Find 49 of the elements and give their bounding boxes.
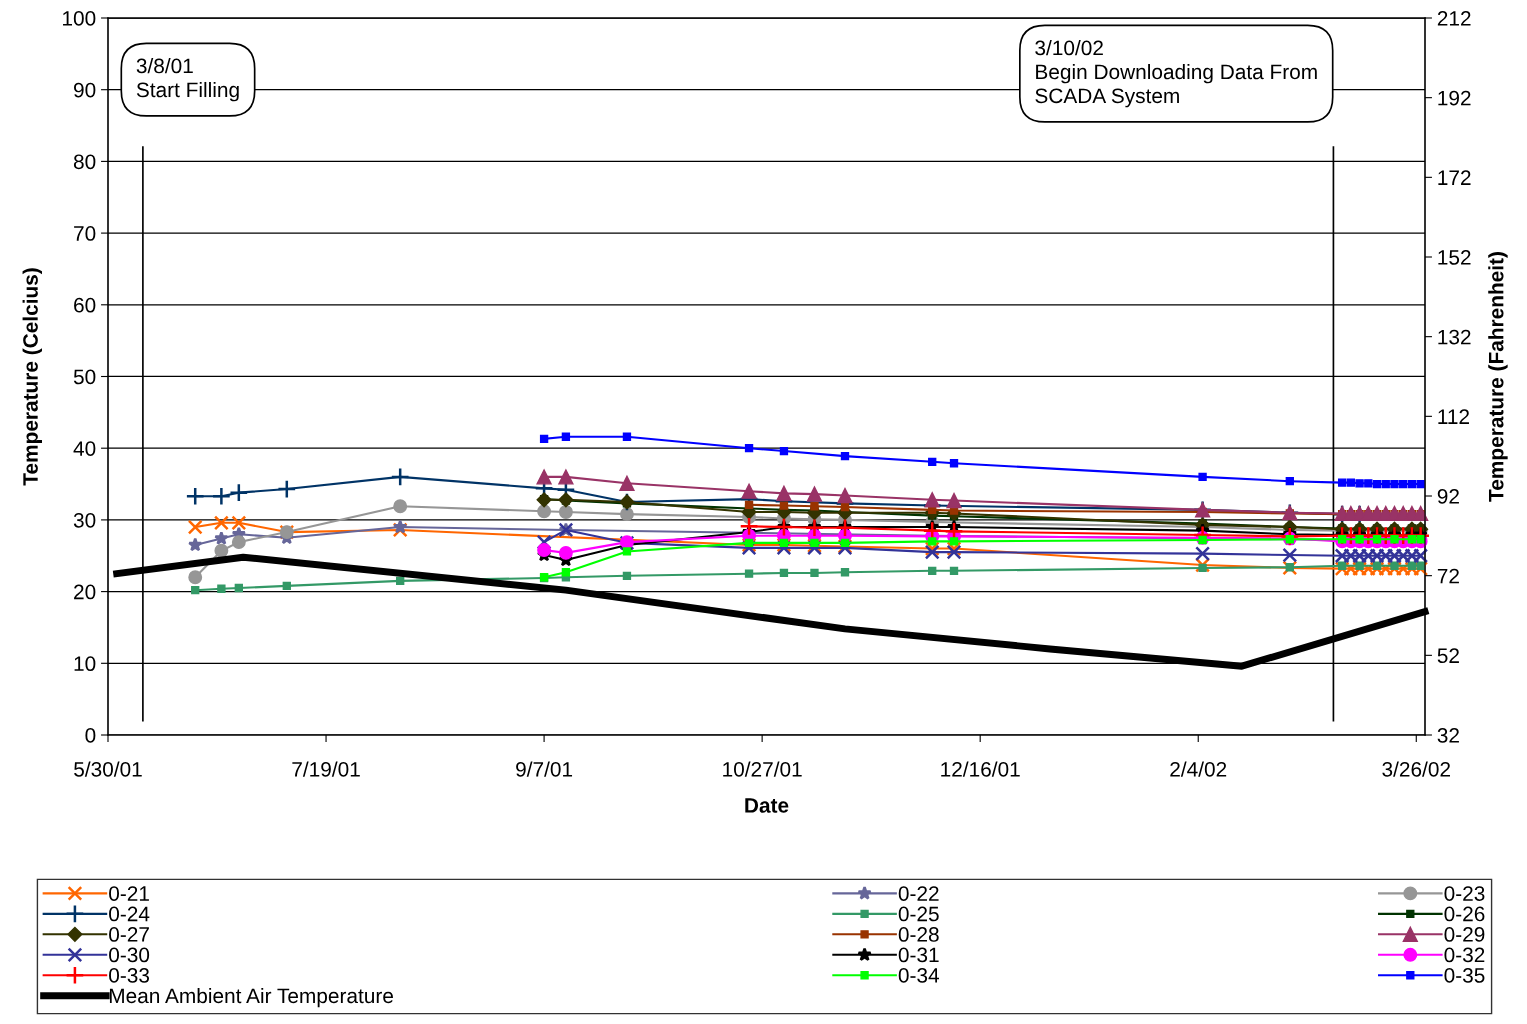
legend-label: 0-29 xyxy=(1444,927,1485,942)
x-tick-label: 3/26/02 xyxy=(1382,761,1450,777)
y2-tick-label: 152 xyxy=(1438,250,1471,265)
y2-tick-label: 172 xyxy=(1438,170,1471,185)
y-tick-label: 70 xyxy=(74,226,96,241)
legend-label: 0-34 xyxy=(898,968,939,983)
legend-label: 0-28 xyxy=(898,927,939,942)
y2-tick-label: 72 xyxy=(1437,568,1459,584)
ref-line-label: 3/10/02 Begin Downloading Data From SCADA System xyxy=(1035,40,1317,108)
y-tick-label: 100 xyxy=(63,11,96,26)
y2-tick-label: 32 xyxy=(1437,728,1459,743)
legend-label: 0-24 xyxy=(109,906,150,922)
legend-label: Mean Ambient Air Temperature xyxy=(109,987,393,1008)
legend-label: 0-25 xyxy=(898,906,939,922)
y2-axis-title: Temperature (Fahrenheit) xyxy=(1488,252,1508,502)
y-tick-label: 40 xyxy=(73,441,96,456)
legend-label: 0-30 xyxy=(109,947,150,963)
y-tick-label: 10 xyxy=(74,656,96,672)
y-tick-label: 80 xyxy=(73,154,96,170)
y-tick-label: 20 xyxy=(74,584,96,600)
y2-tick-label: 52 xyxy=(1437,648,1459,664)
y-tick-label: 0 xyxy=(85,728,96,743)
legend-label: 0-23 xyxy=(1444,886,1485,901)
legend-label: 0-26 xyxy=(1444,906,1485,922)
y-axis-title: Temperature (Celcius) xyxy=(22,268,42,486)
y-tick-label: 50 xyxy=(73,369,96,385)
y2-tick-label: 192 xyxy=(1438,90,1471,106)
y-tick-label: 30 xyxy=(73,512,96,528)
y2-tick-label: 112 xyxy=(1438,409,1469,424)
y-tick-label: 90 xyxy=(74,82,96,98)
x-tick-label: 9/7/01 xyxy=(516,761,573,777)
legend-label: 0-22 xyxy=(898,886,939,901)
y2-tick-label: 212 xyxy=(1437,11,1471,26)
legend-label: 0-32 xyxy=(1444,947,1485,963)
legend-label: 0-35 xyxy=(1444,968,1485,983)
x-axis-title: Date xyxy=(745,798,789,813)
x-tick-label: 5/30/01 xyxy=(74,761,142,777)
y2-tick-label: 92 xyxy=(1437,489,1459,504)
legend-label: 0-21 xyxy=(109,886,149,901)
y2-tick-label: 132 xyxy=(1438,329,1471,345)
y-tick-label: 60 xyxy=(74,297,96,313)
x-tick-label: 10/27/01 xyxy=(723,761,802,777)
ref-line-label: 3/8/01 Start Filling xyxy=(136,58,239,102)
x-tick-label: 7/19/01 xyxy=(292,761,360,777)
x-tick-label: 12/16/01 xyxy=(941,761,1020,777)
legend-label: 0-33 xyxy=(109,968,150,983)
legend-label: 0-27 xyxy=(109,927,149,942)
x-tick-label: 2/4/02 xyxy=(1170,761,1227,777)
legend-label: 0-31 xyxy=(898,947,939,963)
